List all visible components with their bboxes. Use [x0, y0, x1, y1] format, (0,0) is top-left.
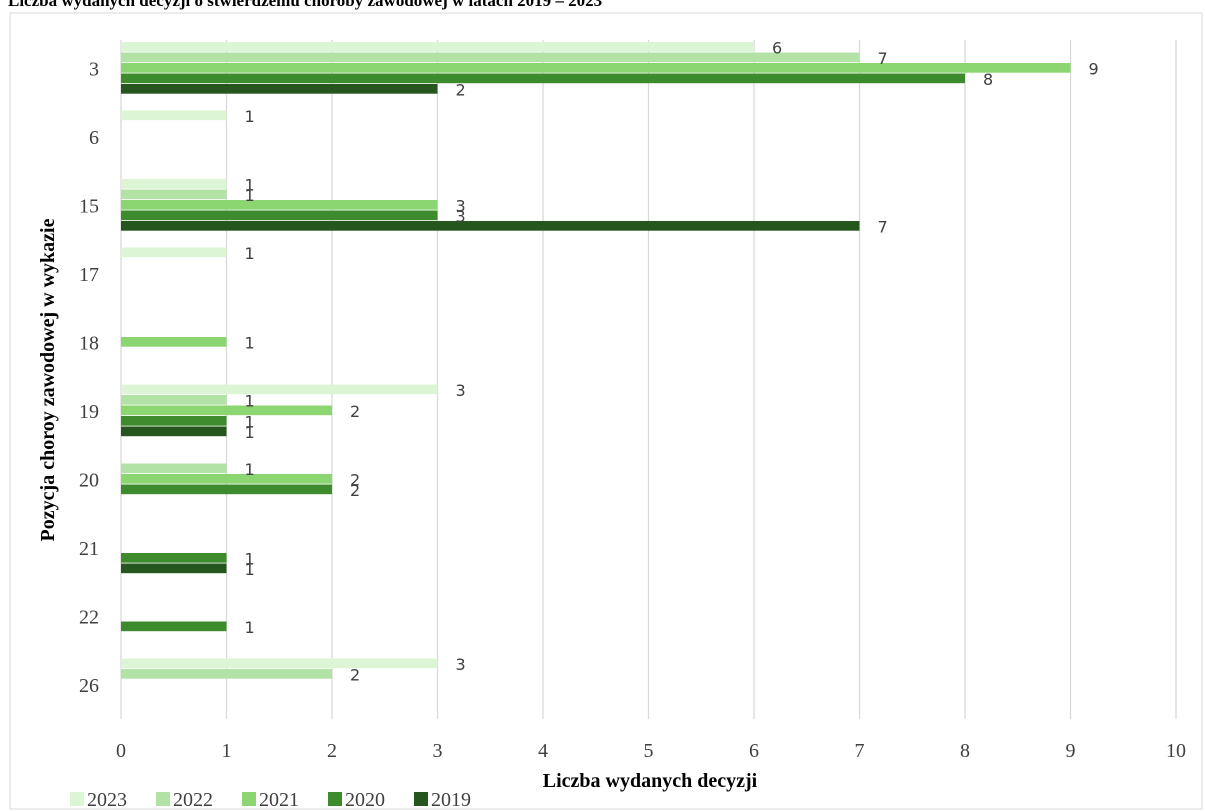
bar-2021-20: [121, 474, 332, 484]
chart-title: Liczba wydanych decyzji o stwierdzeniu c…: [8, 0, 602, 10]
bar-2020-22: [121, 621, 227, 632]
bar-2019-15: [121, 221, 860, 231]
data-label: 2: [350, 402, 360, 421]
x-tick-label: 7: [855, 740, 865, 762]
bars: [121, 42, 1071, 679]
data-label: 7: [878, 217, 888, 236]
chart-border: [9, 12, 1203, 810]
bar-2023-26: [121, 658, 438, 669]
legend-swatch-2023: [70, 792, 84, 806]
bar-2020-3: [121, 73, 965, 84]
y-tick-label: 15: [79, 195, 99, 217]
y-tick-label: 21: [79, 538, 99, 560]
x-tick-label: 1: [222, 740, 232, 762]
data-label: 2: [456, 80, 466, 99]
data-label: 3: [456, 196, 466, 215]
x-tick-labels: 0 1 2 3 4 5 6 7 8 9 10: [116, 740, 1186, 762]
x-tick-label: 10: [1166, 740, 1186, 762]
y-tick-label: 6: [89, 127, 99, 149]
bar-2021-15: [121, 200, 438, 210]
data-label: 1: [245, 460, 255, 479]
bar-2022-15: [121, 189, 227, 200]
data-label: 2: [350, 665, 360, 684]
data-label: 1: [245, 244, 255, 263]
legend-swatch-2021: [242, 792, 256, 806]
y-tick-label: 19: [79, 401, 99, 423]
bar-2019-21: [121, 563, 227, 574]
data-label: 3: [456, 207, 466, 226]
bar-2023-6: [121, 110, 227, 121]
data-label: 6: [772, 38, 782, 57]
legend-label: 2022: [173, 789, 213, 811]
data-label: 1: [245, 423, 255, 442]
data-label: 2: [350, 481, 360, 500]
legend-swatch-2020: [328, 792, 342, 806]
data-label: 9: [1089, 59, 1099, 78]
x-tick-label: 5: [644, 740, 654, 762]
data-label: 3: [456, 381, 466, 400]
data-label: 7: [878, 49, 888, 68]
bar-2022-20: [121, 463, 227, 474]
data-label: 1: [245, 618, 255, 637]
legend: 2023 2022 2021 2020 2019: [70, 789, 471, 811]
bar-2020-19: [121, 416, 227, 426]
bar-2020-15: [121, 210, 438, 221]
y-tick-label: 18: [79, 332, 99, 354]
x-tick-label: 2: [327, 740, 337, 762]
bar-2019-3: [121, 84, 438, 94]
data-label: 8: [983, 70, 993, 89]
data-label: 1: [245, 560, 255, 579]
data-label: 1: [245, 412, 255, 431]
x-tick-label: 0: [116, 740, 126, 762]
y-tick-label: 22: [79, 606, 99, 628]
y-tick-label: 20: [79, 469, 99, 491]
x-tick-label: 6: [749, 740, 759, 762]
bar-2021-19: [121, 405, 332, 416]
data-label: 1: [245, 175, 255, 194]
legend-swatch-2019: [414, 792, 428, 806]
bar-2023-17: [121, 247, 227, 258]
bar-2019-19: [121, 426, 227, 437]
legend-label: 2021: [259, 789, 299, 811]
x-tick-label: 3: [433, 740, 443, 762]
data-label: 2: [350, 470, 360, 489]
bar-2021-18: [121, 337, 227, 347]
data-label: 1: [245, 186, 255, 205]
legend-label: 2020: [345, 789, 385, 811]
legend-label: 2019: [431, 789, 471, 811]
data-label: 3: [456, 655, 466, 674]
bar-2022-19: [121, 395, 227, 405]
legend-label: 2023: [87, 789, 127, 811]
y-tick-label: 3: [89, 58, 99, 80]
y-tick-label: 17: [79, 264, 99, 286]
bar-2020-21: [121, 553, 227, 563]
x-tick-label: 8: [960, 740, 970, 762]
data-label: 1: [245, 391, 255, 410]
bar-2023-3: [121, 42, 754, 52]
y-tick-labels: 3 6 15 17 18 19 20 21 22 26: [79, 58, 99, 697]
data-label: 1: [245, 107, 255, 126]
x-tick-label: 9: [1066, 740, 1076, 762]
legend-swatch-2022: [156, 792, 170, 806]
data-label: 1: [245, 549, 255, 568]
y-tick-label: 26: [79, 675, 99, 697]
bar-2023-19: [121, 384, 438, 395]
x-tick-label: 4: [538, 740, 548, 762]
gridlines: [120, 40, 1177, 719]
data-label: 1: [245, 333, 255, 352]
bar-2022-3: [121, 52, 860, 63]
bar-2023-15: [121, 179, 227, 189]
bar-2022-26: [121, 669, 332, 679]
x-axis-title: Liczba wydanych decyzji: [543, 770, 758, 792]
bar-2020-20: [121, 484, 332, 495]
y-axis-title: Pozycja choroy zawodowej w wykazie: [37, 218, 59, 541]
bar-2021-3: [121, 63, 1071, 73]
